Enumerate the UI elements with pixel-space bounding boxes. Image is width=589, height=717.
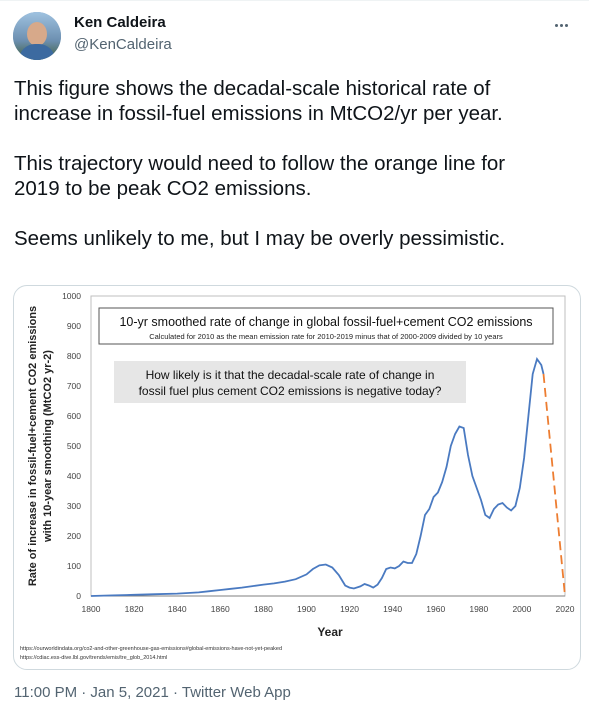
more-options-icon[interactable] bbox=[555, 14, 575, 27]
x-tick-label: 1920 bbox=[340, 604, 359, 614]
x-tick-label: 1940 bbox=[383, 604, 402, 614]
question-line-1: How likely is it that the decadal-scale … bbox=[146, 368, 435, 382]
x-tick-label: 1800 bbox=[82, 604, 101, 614]
y-tick-label: 500 bbox=[67, 441, 81, 451]
y-tick-label: 600 bbox=[67, 411, 81, 421]
author-name[interactable]: Ken Caldeira bbox=[74, 14, 166, 31]
x-tick-label: 1820 bbox=[125, 604, 144, 614]
question-line-2: fossil fuel plus cement CO2 emissions is… bbox=[139, 384, 442, 398]
title-box bbox=[98, 307, 554, 345]
source-url-2: https://cdiac.ess-dive.lbl.gov/trends/em… bbox=[20, 655, 167, 661]
x-tick-label: 2000 bbox=[512, 604, 531, 614]
source-url-1: https://ourworldindata.org/co2-and-other… bbox=[20, 646, 282, 652]
chart-subtitle: Calculated for 2010 as the mean emission… bbox=[149, 332, 503, 341]
author-handle[interactable]: @KenCaldeira bbox=[74, 36, 172, 53]
avatar[interactable] bbox=[13, 12, 61, 60]
y-axis-label-line-1: Rate of increase in fossil-fuel+cement C… bbox=[27, 306, 39, 586]
y-tick-label: 200 bbox=[67, 531, 81, 541]
y-tick-label: 1000 bbox=[62, 291, 81, 301]
chart-title: 10-yr smoothed rate of change in global … bbox=[119, 315, 532, 329]
y-tick-label: 300 bbox=[67, 501, 81, 511]
x-tick-label: 1880 bbox=[254, 604, 273, 614]
y-axis-label-line-2: with 10-year smoothing (MtCO2 yr-2) bbox=[42, 350, 54, 543]
tweet-paragraph-1: This figure shows the decadal-scale hist… bbox=[14, 77, 503, 125]
tweet-timestamp[interactable]: 11:00 PM · Jan 5, 2021 · Twitter Web App bbox=[14, 684, 291, 701]
y-tick-label: 400 bbox=[67, 471, 81, 481]
x-tick-label: 1860 bbox=[211, 604, 230, 614]
x-tick-label: 1960 bbox=[426, 604, 445, 614]
x-tick-label: 1900 bbox=[297, 604, 316, 614]
projection-orange-dashed-line bbox=[542, 373, 566, 597]
tweet-media-chart[interactable]: 0 100 200 300 400 500 600 700 800 900 1000 1800 182… bbox=[13, 285, 581, 670]
question-box bbox=[114, 361, 466, 403]
y-tick-label: 0 bbox=[76, 591, 81, 601]
x-axis-label: Year bbox=[317, 625, 343, 639]
x-tick-label: 2020 bbox=[556, 604, 575, 614]
x-tick-label: 1980 bbox=[469, 604, 488, 614]
y-tick-label: 800 bbox=[67, 351, 81, 361]
chart: 0 100 200 300 400 500 600 700 800 900 1000 1800 182… bbox=[20, 291, 575, 661]
tweet-paragraph-3: Seems unlikely to me, but I may be overl… bbox=[14, 227, 506, 250]
x-tick-label: 1840 bbox=[168, 604, 187, 614]
emissions-rate-line bbox=[90, 356, 545, 597]
tweet-paragraph-2: This trajectory would need to follow the… bbox=[14, 152, 506, 200]
y-axis-ticks: 0 100 200 300 400 500 600 700 800 900 1000 bbox=[62, 291, 81, 601]
x-axis-ticks: 1800 1820 1840 1860 1880 1900 1920 1940 1960 1980… bbox=[82, 604, 575, 614]
y-tick-label: 700 bbox=[67, 381, 81, 391]
top-divider bbox=[0, 0, 589, 1]
y-tick-label: 100 bbox=[67, 561, 81, 571]
tweet-text: This figure shows the decadal-scale hist… bbox=[14, 76, 580, 276]
y-tick-label: 900 bbox=[67, 321, 81, 331]
